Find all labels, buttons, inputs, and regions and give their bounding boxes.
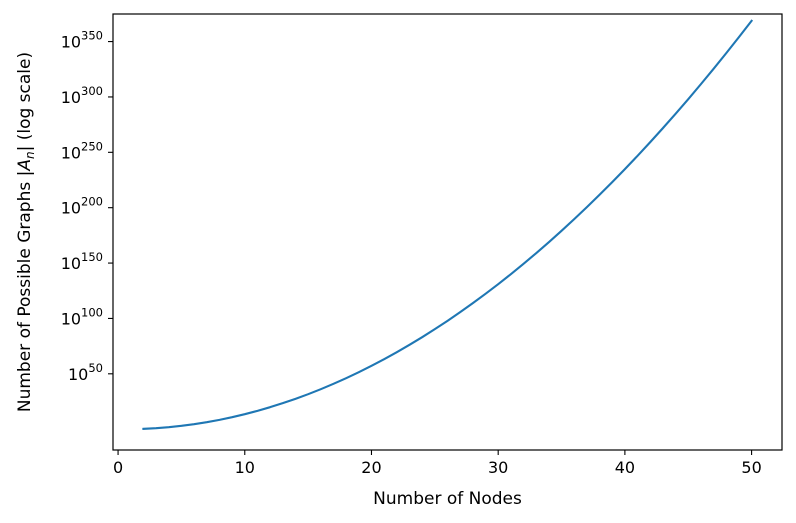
x-tick-label: 50 (741, 458, 761, 477)
y-axis: 1050 10100 10150 10200 10250 10300 10350 (61, 29, 113, 384)
x-tick-label: 10 (235, 458, 255, 477)
x-axis-label: Number of Nodes (373, 489, 522, 509)
series-line (142, 19, 754, 430)
y-tick-label: 10350 (61, 29, 103, 52)
x-tick-label: 30 (488, 458, 508, 477)
y-tick-label: 10200 (61, 195, 103, 218)
y-tick-label: 10150 (61, 250, 103, 273)
x-tick-label: 20 (361, 458, 381, 477)
plot-area (142, 19, 754, 430)
x-tick-label: 0 (113, 458, 123, 477)
y-axis-label: Number of Possible Graphs |An| (log scal… (15, 52, 37, 412)
x-tick-label: 40 (615, 458, 635, 477)
plot-frame (112, 13, 783, 451)
y-tick-label: 1050 (68, 361, 103, 384)
y-tick-label: 10250 (61, 139, 103, 162)
x-axis: 0 10 20 30 40 50 (113, 450, 762, 477)
y-tick-label: 10100 (61, 305, 103, 328)
y-tick-label: 10300 (61, 84, 103, 107)
